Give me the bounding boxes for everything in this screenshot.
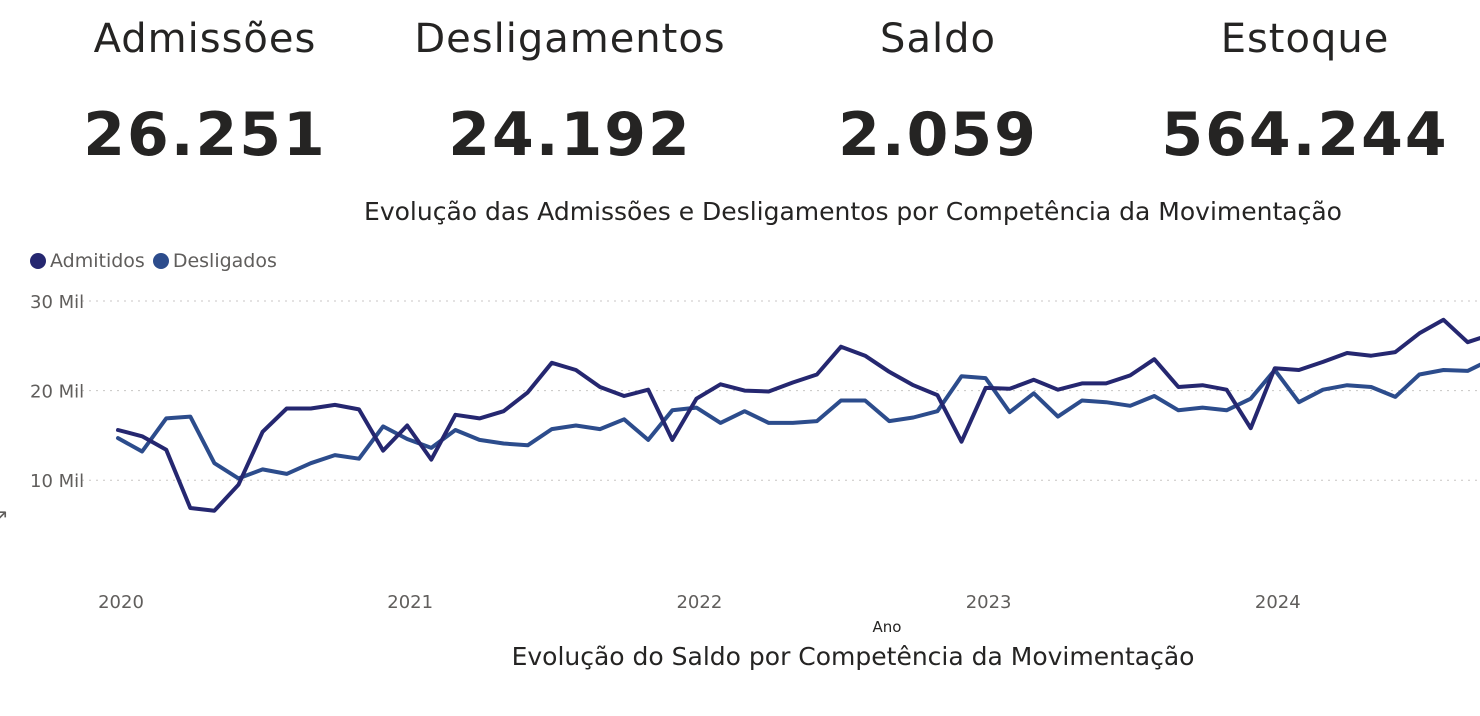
kpi-desligamentos-label: Desligamentos (414, 16, 726, 62)
desligados-line (116, 362, 1480, 481)
legend-item-desligados[interactable]: Desligados (152, 250, 277, 272)
legend-dot-admitidos (30, 253, 46, 269)
kpi-admissoes-label: Admissões (93, 16, 317, 62)
legend-label-admitidos: Admitidos (50, 250, 145, 272)
kpi-desligamentos-value: 24.192 (448, 100, 692, 170)
kpi-row: Admissões 26.251 Desligamentos 24.192 Sa… (0, 0, 1480, 190)
admitidos-line (116, 317, 1480, 513)
focus-mode-icon[interactable]: ↗ (0, 504, 9, 528)
kpi-saldo-label: Saldo (880, 16, 996, 62)
chart-title: Evolução das Admissões e Desligamentos p… (364, 197, 1342, 226)
y-tick-label: 10 Mil (30, 471, 84, 492)
legend-label-desligados: Desligados (172, 250, 277, 272)
x-axis-title: Ano (873, 618, 902, 636)
x-tick-label: 2021 (387, 592, 433, 613)
x-tick-label: 2022 (676, 592, 722, 613)
legend-dot-desligados (152, 253, 169, 269)
y-tick-label: 20 Mil (30, 382, 84, 403)
legend-item-admitidos[interactable]: Admitidos (30, 250, 145, 272)
x-tick-label: 2020 (98, 592, 144, 613)
y-tick-label: 30 Mil (30, 292, 84, 313)
x-tick-label: 2024 (1255, 592, 1301, 613)
kpi-estoque-label: Estoque (1220, 16, 1390, 62)
second-chart-title: Evolução do Saldo por Competência da Mov… (511, 642, 1195, 671)
kpi-saldo-value: 2.059 (838, 100, 1038, 170)
line-chart: 10 Mil 20 Mil 30 Mil 2020 2021 2022 2023 2024 An… (30, 292, 1480, 636)
kpi-admissoes-value: 26.251 (83, 100, 327, 170)
kpi-estoque-value: 564.244 (1161, 100, 1449, 170)
x-tick-label: 2023 (966, 592, 1012, 613)
chart-legend: Admitidos Desligados (30, 250, 285, 272)
